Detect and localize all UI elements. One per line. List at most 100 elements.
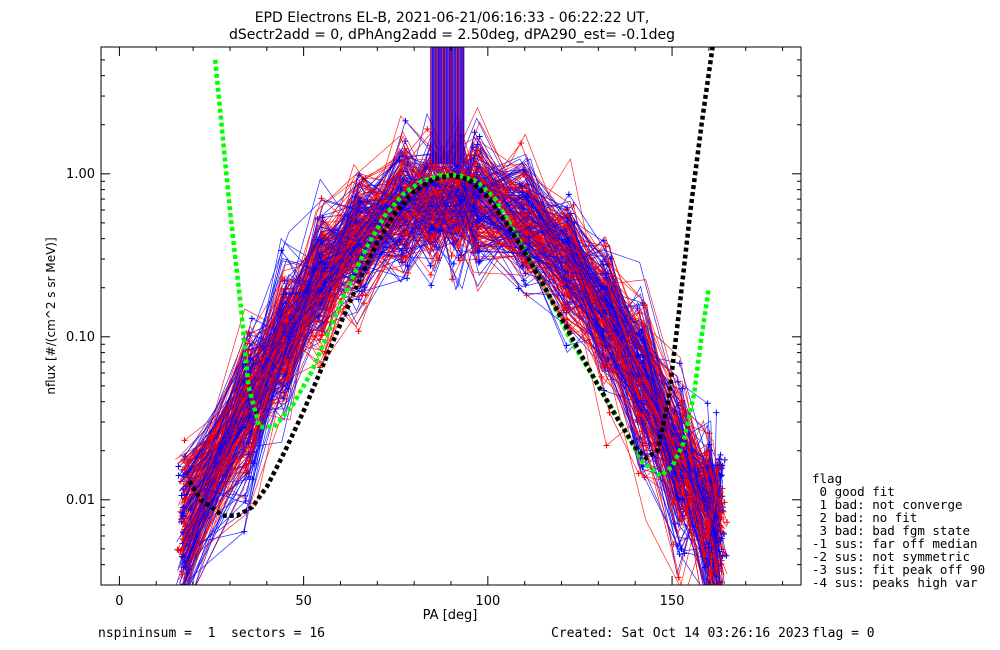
fit-curve-black — [187, 47, 715, 518]
data-trace — [184, 154, 716, 584]
data-trace — [184, 206, 722, 546]
data-trace — [179, 142, 716, 512]
data-point-marker — [454, 186, 461, 193]
data-point-marker — [717, 595, 723, 601]
data-point-marker — [397, 256, 404, 263]
data-point-marker — [520, 277, 527, 284]
data-point-marker — [475, 247, 482, 254]
data-point-marker — [177, 588, 183, 594]
data-point-marker — [397, 184, 404, 191]
data-point-marker — [676, 360, 683, 367]
data-point-marker — [641, 301, 648, 308]
data-point-marker — [519, 182, 526, 189]
data-point-marker — [427, 246, 434, 253]
data-point-marker — [721, 456, 728, 463]
data-point-marker — [521, 259, 528, 266]
data-point-marker — [428, 282, 435, 289]
data-point-marker — [474, 163, 481, 170]
data-point-marker — [678, 492, 685, 499]
legend-item: 3 bad: bad fgm state — [812, 523, 971, 538]
data-point-marker — [181, 587, 187, 593]
data-point-marker — [713, 409, 720, 416]
data-point-marker — [424, 126, 431, 133]
legend-item: -2 sus: not symmetric — [812, 549, 971, 564]
data-point-marker — [599, 307, 606, 314]
data-point-marker — [455, 254, 462, 261]
data-point-marker — [401, 149, 408, 156]
data-point-marker — [471, 159, 478, 166]
data-point-marker — [398, 259, 405, 266]
legend-item: -4 sus: peaks high var — [812, 575, 978, 590]
legend-item: -3 sus: fit peak off 90 — [812, 562, 986, 577]
data-point-marker — [564, 204, 571, 211]
data-point-marker — [715, 598, 721, 604]
legend-item: 0 good fit — [812, 484, 895, 499]
data-point-marker — [449, 276, 456, 283]
data-point-marker — [242, 492, 249, 499]
y-tick-label: 0.10 — [66, 330, 95, 345]
data-trace — [184, 211, 720, 519]
data-point-marker — [184, 604, 190, 610]
data-point-marker — [434, 222, 441, 229]
x-tick-label: 0 — [115, 594, 123, 609]
data-point-marker — [244, 347, 251, 354]
data-point-marker — [180, 513, 187, 520]
data-point-marker — [561, 291, 568, 298]
data-point-marker — [475, 259, 482, 266]
data-point-marker — [672, 470, 679, 477]
data-point-marker — [405, 270, 412, 277]
data-point-marker — [470, 237, 477, 244]
data-point-marker — [719, 605, 725, 611]
data-point-marker — [710, 617, 716, 623]
data-point-marker — [402, 117, 409, 124]
data-point-marker — [427, 227, 434, 234]
data-point-marker — [599, 283, 606, 290]
data-point-marker — [398, 251, 405, 258]
data-point-marker — [180, 472, 187, 479]
data-point-marker — [361, 284, 368, 291]
data-point-marker — [718, 535, 725, 542]
data-point-marker — [355, 296, 362, 303]
data-trace — [183, 161, 721, 559]
data-trace — [179, 197, 723, 567]
data-point-marker — [183, 570, 190, 577]
data-point-marker — [431, 226, 438, 233]
data-point-marker — [702, 591, 708, 597]
data-point-marker — [704, 400, 711, 407]
data-point-marker — [362, 292, 369, 299]
data-point-marker — [178, 590, 184, 596]
data-point-marker — [640, 411, 647, 418]
data-point-marker — [562, 283, 569, 290]
data-point-marker — [718, 465, 725, 472]
data-trace — [180, 138, 723, 582]
data-point-marker — [561, 303, 568, 310]
data-point-marker — [564, 307, 571, 314]
data-point-marker — [705, 597, 711, 603]
data-point-marker — [249, 476, 256, 483]
footer-created: Created: Sat Oct 14 03:26:16 2023 — [551, 626, 810, 641]
data-point-marker — [281, 392, 288, 399]
data-point-marker — [175, 547, 182, 554]
data-point-marker — [396, 210, 403, 217]
data-point-marker — [675, 574, 682, 581]
y-tick-label: 1.00 — [66, 167, 95, 182]
data-point-marker — [719, 605, 725, 611]
data-point-marker — [566, 291, 573, 298]
data-point-marker — [427, 271, 434, 278]
data-trace — [180, 151, 723, 558]
data-point-marker — [181, 604, 187, 610]
data-point-marker — [519, 263, 526, 270]
data-point-marker — [175, 463, 182, 470]
x-axis-label: PA [deg] — [423, 608, 478, 623]
data-point-marker — [284, 318, 291, 325]
data-point-marker — [635, 412, 642, 419]
data-point-marker — [404, 275, 411, 282]
data-point-marker — [639, 463, 646, 470]
data-point-marker — [473, 242, 480, 249]
data-point-marker — [178, 492, 185, 499]
data-point-marker — [721, 499, 728, 506]
data-point-marker — [399, 252, 406, 259]
data-trace — [181, 196, 713, 585]
data-trace — [183, 149, 722, 557]
data-point-marker — [705, 484, 712, 491]
